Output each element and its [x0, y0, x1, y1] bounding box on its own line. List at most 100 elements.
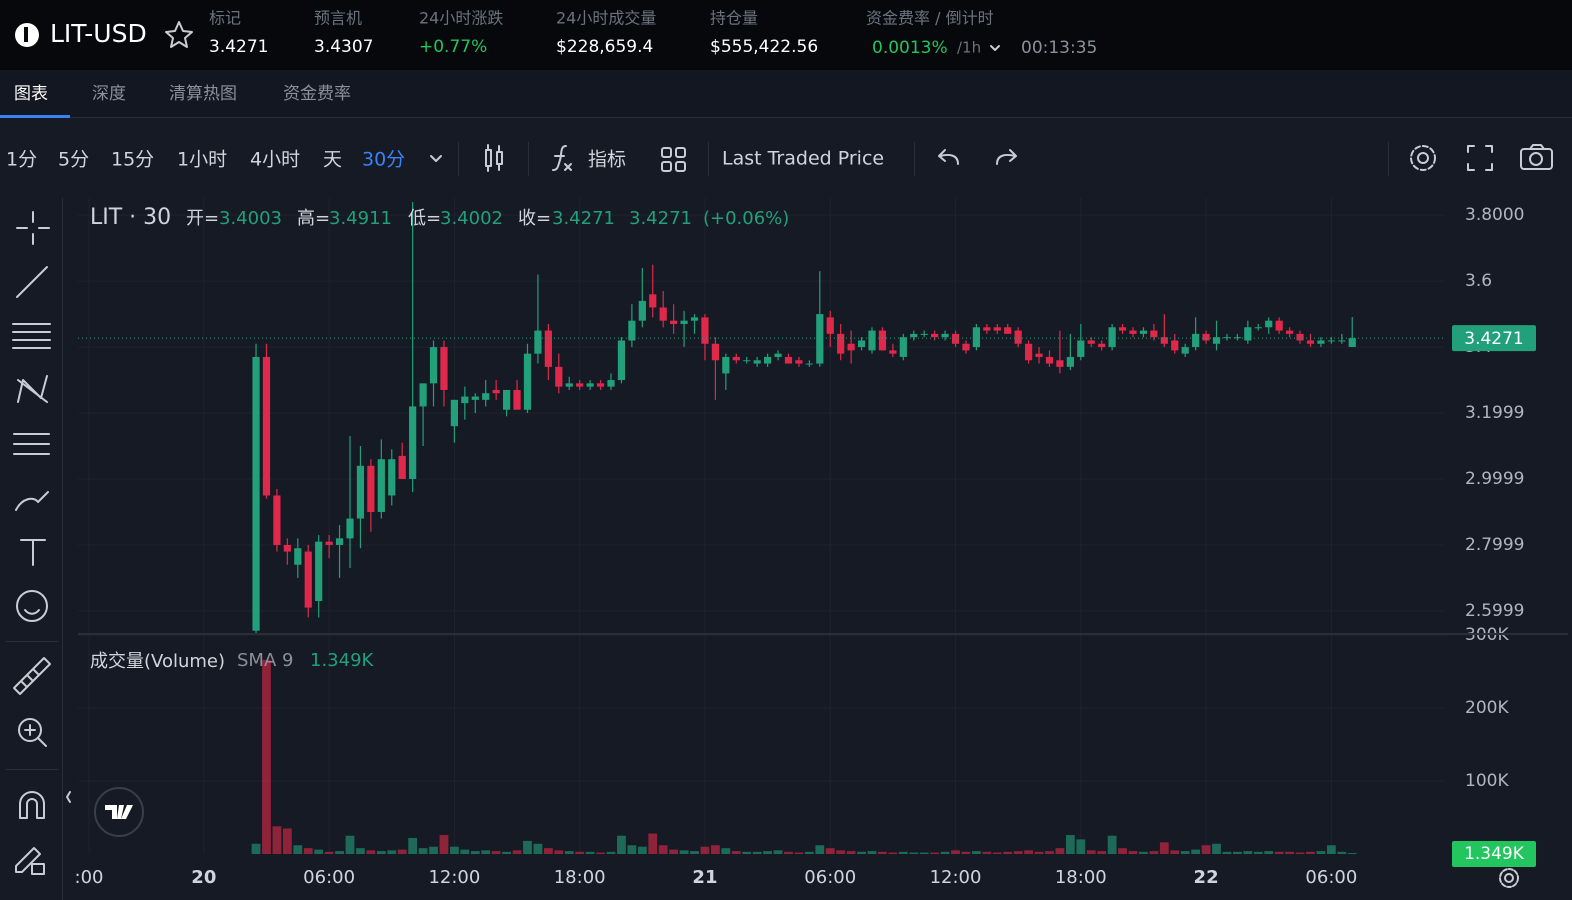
layout-icon[interactable]: [661, 147, 686, 172]
volume-bar: [272, 826, 282, 854]
tab[interactable]: 清算热图: [169, 84, 237, 104]
interval-dropdown[interactable]: [430, 155, 442, 162]
x-tick-label: 22: [1194, 867, 1219, 888]
chevron[interactable]: [990, 45, 1000, 51]
collapse[interactable]: [66, 791, 71, 803]
candle-body: [1275, 320, 1283, 331]
volume-bar: [1139, 851, 1148, 854]
candle-body: [346, 518, 354, 539]
stat-label: 标记: [209, 9, 241, 28]
tab[interactable]: 资金费率: [283, 84, 351, 104]
volume-bar: [324, 851, 334, 854]
candle-body: [951, 333, 960, 344]
volume-bar: [1233, 851, 1242, 854]
lock-tool[interactable]: [15, 847, 45, 875]
tab[interactable]: 深度: [92, 84, 126, 104]
volume-bar: [460, 849, 470, 854]
tv-logo[interactable]: [94, 787, 144, 837]
interval[interactable]: 1分: [6, 149, 37, 171]
x-tick-label: :00: [75, 867, 104, 888]
stat-label: 持仓量: [710, 9, 758, 28]
text-tool[interactable]: [20, 539, 46, 566]
candle-body: [450, 399, 458, 427]
candle-body: [1192, 333, 1200, 348]
fx-icon[interactable]: [552, 145, 572, 171]
candle-body: [941, 333, 949, 338]
candle-body: [461, 396, 469, 404]
volume-bar: [470, 851, 480, 854]
active-interval[interactable]: 30分: [362, 149, 405, 171]
change: (+0.06%): [703, 208, 789, 229]
brush-tool[interactable]: [15, 491, 49, 511]
y-tick-label: 3.1999: [1465, 403, 1524, 423]
candle-body: [409, 406, 417, 479]
settings[interactable]: [1410, 145, 1436, 171]
volume-title: 成交量(Volume): [90, 651, 225, 672]
favorite[interactable]: [165, 21, 193, 48]
projection-tool[interactable]: [13, 433, 50, 455]
volume-bar: [627, 845, 637, 854]
candle-body: [764, 356, 772, 364]
volume-bar: [846, 851, 856, 854]
candle-body: [1317, 340, 1325, 344]
volume-bar: [1149, 851, 1159, 854]
ohlc-value: 3.4002: [440, 208, 503, 229]
trend-line-tool[interactable]: [16, 266, 48, 298]
candle-body: [555, 366, 563, 387]
stat-label: 资金费率 / 倒计时: [866, 9, 994, 28]
volume-bar: [1191, 849, 1201, 854]
interval[interactable]: 5分: [58, 149, 89, 171]
settings-small[interactable]: [1499, 868, 1519, 888]
candle-body: [273, 495, 281, 545]
candle-body: [878, 330, 887, 351]
interval[interactable]: 1小时: [177, 149, 227, 171]
redo[interactable]: [996, 149, 1017, 165]
ohlc-value: 3.4911: [329, 208, 392, 229]
zoom-tool[interactable]: [18, 718, 47, 747]
volume-bar: [1045, 851, 1054, 854]
pattern-tool[interactable]: [17, 375, 48, 403]
volume-bar: [491, 851, 501, 854]
ruler-tool[interactable]: [13, 657, 51, 695]
candle-body: [356, 465, 365, 519]
y-tick-label: 200K: [1465, 698, 1509, 718]
price-source[interactable]: Last Traded Price: [722, 148, 884, 170]
tab-bar: [0, 70, 1572, 118]
funding-interval[interactable]: /1h: [957, 39, 981, 57]
crosshair-tool[interactable]: [16, 211, 50, 245]
emoji-tool[interactable]: [16, 590, 48, 622]
screenshot[interactable]: [1520, 144, 1553, 170]
chart-title: LIT · 30: [90, 205, 171, 230]
interval[interactable]: 15分: [111, 149, 154, 171]
magnet-tool[interactable]: [19, 791, 45, 819]
volume-bar: [575, 851, 585, 854]
volume-badge-label: 1.349K: [1464, 844, 1525, 864]
interval[interactable]: 天: [323, 149, 342, 171]
tab[interactable]: 图表: [14, 84, 48, 104]
volume-bar: [523, 840, 532, 854]
fib-tool[interactable]: [12, 323, 51, 349]
candle-body: [784, 356, 793, 364]
candle-body: [805, 363, 813, 365]
fullscreen[interactable]: [1467, 145, 1493, 171]
chart-type-icon[interactable]: [485, 144, 503, 172]
volume-bar: [1222, 851, 1232, 854]
stat-label: 24小时涨跌: [419, 9, 503, 28]
candle-body: [1327, 340, 1335, 342]
volume-bar: [376, 851, 386, 854]
candle-body: [638, 300, 646, 321]
candle-body: [826, 317, 834, 334]
volume-bar: [669, 849, 679, 854]
stat-value: +0.77%: [419, 37, 487, 57]
undo[interactable]: [938, 149, 959, 165]
candle-body: [367, 465, 375, 512]
candle-body: [680, 320, 688, 324]
volume-bar: [857, 851, 866, 854]
ohlc-value: 3.4271: [552, 208, 615, 229]
candle-body: [1066, 356, 1074, 367]
candle-body: [1098, 343, 1106, 348]
volume-bar: [314, 849, 324, 854]
x-tick-label: 18:00: [554, 867, 606, 888]
interval[interactable]: 4小时: [250, 149, 300, 171]
indicators[interactable]: 指标: [588, 149, 626, 171]
